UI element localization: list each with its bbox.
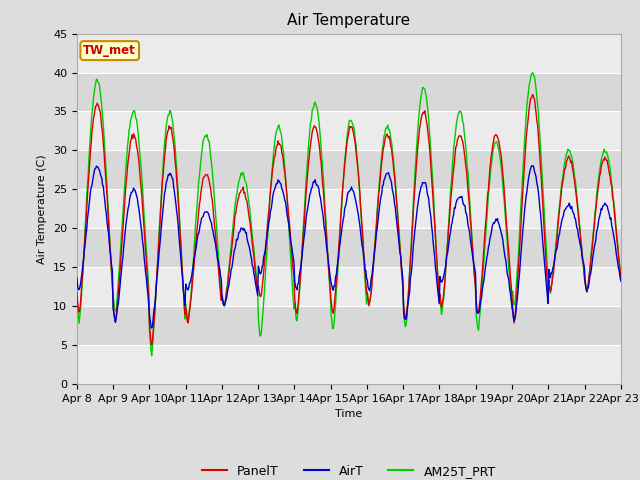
AirT xyxy=(148,325,156,331)
Bar xyxy=(77,111,621,150)
AirT xyxy=(223,290,231,296)
AirT xyxy=(416,191,424,196)
AM25T_PRT xyxy=(529,70,537,76)
AirT xyxy=(195,231,202,237)
PanelT xyxy=(529,92,537,97)
PanelT xyxy=(148,342,156,348)
Line: PanelT: PanelT xyxy=(77,95,621,345)
AirT xyxy=(529,163,537,168)
PanelT xyxy=(83,208,90,214)
AM25T_PRT xyxy=(83,195,90,201)
AirT xyxy=(83,228,90,233)
AirT xyxy=(617,278,625,284)
PanelT xyxy=(617,274,625,280)
X-axis label: Time: Time xyxy=(335,409,362,419)
AM25T_PRT xyxy=(617,273,625,278)
PanelT xyxy=(223,285,231,291)
AM25T_PRT xyxy=(431,232,439,238)
Bar xyxy=(77,345,621,384)
Line: AirT: AirT xyxy=(77,166,621,328)
PanelT xyxy=(416,126,424,132)
Y-axis label: Air Temperature (C): Air Temperature (C) xyxy=(37,154,47,264)
AM25T_PRT xyxy=(195,180,202,186)
AM25T_PRT xyxy=(223,283,231,288)
AM25T_PRT xyxy=(139,186,147,192)
Bar xyxy=(77,150,621,189)
PanelT xyxy=(139,204,147,210)
AirT xyxy=(431,264,439,270)
Bar xyxy=(77,189,621,228)
AirT xyxy=(73,275,81,280)
PanelT xyxy=(195,209,202,215)
PanelT xyxy=(431,233,439,239)
Line: AM25T_PRT: AM25T_PRT xyxy=(77,73,621,356)
Bar xyxy=(77,34,621,72)
Bar xyxy=(77,306,621,345)
AM25T_PRT xyxy=(416,106,424,111)
PanelT xyxy=(73,289,81,295)
Text: TW_met: TW_met xyxy=(83,44,136,57)
Title: Air Temperature: Air Temperature xyxy=(287,13,410,28)
Legend: PanelT, AirT, AM25T_PRT: PanelT, AirT, AM25T_PRT xyxy=(197,460,500,480)
Bar xyxy=(77,228,621,267)
Bar xyxy=(77,267,621,306)
Bar xyxy=(77,72,621,111)
AM25T_PRT xyxy=(73,294,81,300)
AM25T_PRT xyxy=(148,353,156,359)
AirT xyxy=(139,239,147,245)
